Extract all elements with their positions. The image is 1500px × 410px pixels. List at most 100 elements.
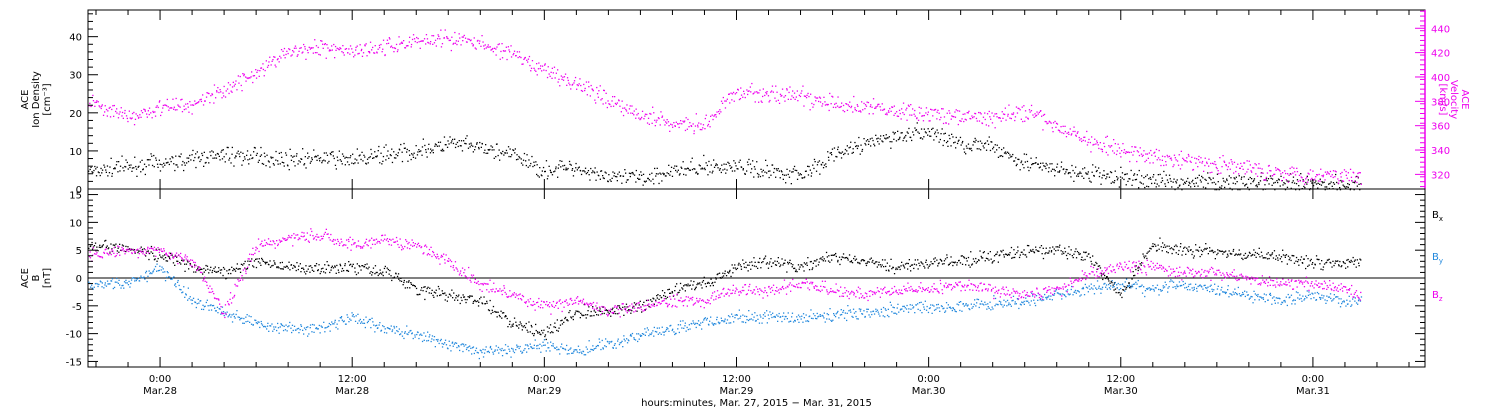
by-series-point: [497, 346, 500, 349]
ion-density-series-point: [346, 161, 349, 163]
by-series-point: [396, 330, 398, 332]
ion-density-series-point: [1082, 168, 1084, 170]
velocity-series-point: [636, 114, 638, 116]
velocity-series-point: [835, 106, 837, 109]
bx-series-point: [970, 251, 972, 253]
left-y-label-line: [cm⁻³]: [42, 83, 53, 115]
ion-density-series-point: [1054, 175, 1056, 177]
bx-series-point: [516, 325, 518, 327]
bx-series-point: [529, 331, 531, 333]
velocity-series-point: [733, 100, 735, 102]
velocity-series-point: [846, 103, 848, 105]
by-series-point: [697, 320, 700, 322]
velocity-series-point: [92, 100, 95, 102]
ion-density-series-point: [1298, 189, 1301, 191]
bx-series-point: [812, 267, 814, 269]
ion-density-series-point: [790, 183, 792, 185]
left-y-label-line: Ion Density: [31, 71, 42, 128]
by-series-point: [477, 352, 479, 354]
velocity-series-point: [462, 40, 464, 42]
velocity-series-point: [1287, 181, 1290, 183]
ion-density-series-point: [1239, 189, 1241, 191]
velocity-series-point: [223, 95, 225, 97]
by-series-point: [105, 285, 108, 287]
by-series-point: [185, 294, 187, 296]
velocity-series-point: [501, 57, 504, 59]
bx-series-point: [347, 270, 350, 272]
by-series-point: [442, 343, 445, 345]
ion-density-series-point: [363, 154, 365, 156]
ion-density-series-point: [624, 169, 626, 171]
ion-density-series-point: [107, 175, 109, 177]
velocity-series-point: [364, 45, 366, 47]
bx-series-point: [1284, 254, 1286, 257]
velocity-series-point: [832, 106, 835, 108]
ion-density-series-point: [1138, 169, 1140, 172]
velocity-series-point: [1184, 160, 1186, 162]
bx-series-point: [1070, 249, 1072, 251]
velocity-series-point: [1014, 116, 1017, 118]
velocity-series-point: [195, 102, 197, 105]
ion-density-series-point: [336, 156, 338, 158]
bx-series-point: [612, 307, 614, 309]
ion-density-series-point: [1133, 174, 1135, 176]
velocity-series-point: [1349, 168, 1352, 170]
ion-density-series-point: [1326, 186, 1328, 188]
ion-density-series-point: [968, 147, 970, 150]
ion-density-series-point: [382, 160, 384, 162]
ion-density-series-point: [713, 166, 716, 168]
ion-density-series-point: [660, 173, 662, 175]
by-series-point: [653, 335, 655, 337]
velocity-series-point: [694, 125, 697, 127]
ion-density-series-point: [676, 171, 678, 173]
velocity-series-point: [523, 58, 525, 60]
velocity-series-point: [1149, 162, 1151, 164]
by-series-point: [438, 342, 440, 345]
bx-series-point: [451, 289, 453, 291]
bx-series-point: [387, 268, 389, 271]
velocity-series-point: [854, 107, 856, 109]
velocity-series-point: [1099, 142, 1101, 144]
ion-density-series-point: [723, 163, 725, 165]
bx-series-point: [208, 272, 210, 274]
ion-density-series-point: [1277, 181, 1279, 184]
bx-series-point: [579, 317, 581, 319]
velocity-series-point: [168, 109, 170, 111]
velocity-series-point: [1154, 151, 1156, 153]
velocity-series-point: [1305, 178, 1307, 180]
velocity-series-point: [1101, 150, 1104, 153]
bx-series-point: [1125, 286, 1128, 289]
bx-series-point: [596, 307, 598, 309]
bx-series-point: [776, 260, 778, 263]
velocity-series-point: [331, 45, 333, 47]
ion-density-series-point: [584, 171, 586, 173]
ion-density-series-point: [1166, 179, 1169, 181]
velocity-series-point: [1056, 123, 1059, 125]
velocity-series-point: [444, 29, 446, 31]
bx-series-point: [586, 314, 589, 316]
velocity-series-point: [969, 117, 971, 120]
bx-series-point: [1086, 255, 1088, 257]
bx-series-point: [831, 259, 833, 261]
velocity-series-point: [331, 49, 333, 51]
velocity-series-point: [1337, 178, 1339, 180]
bx-series-point: [775, 264, 778, 266]
velocity-series-point: [1258, 163, 1260, 165]
bx-series-point: [253, 260, 256, 262]
bx-series-point: [659, 295, 661, 297]
velocity-series-point: [475, 48, 477, 50]
ion-density-series-point: [1046, 164, 1048, 166]
velocity-series-point: [875, 107, 877, 109]
ion-density-series-point: [275, 159, 277, 161]
by-series-point: [169, 276, 171, 278]
ion-density-series-point: [898, 138, 901, 140]
bx-series: [88, 237, 1362, 341]
bx-series-point: [764, 257, 766, 259]
bx-series-point: [507, 326, 509, 328]
velocity-series-point: [578, 83, 580, 85]
bx-series-point: [1287, 255, 1290, 257]
by-series-point: [324, 327, 326, 329]
velocity-series-point: [106, 115, 108, 117]
velocity-series-point: [1252, 167, 1254, 169]
velocity-series-point: [1332, 170, 1335, 172]
